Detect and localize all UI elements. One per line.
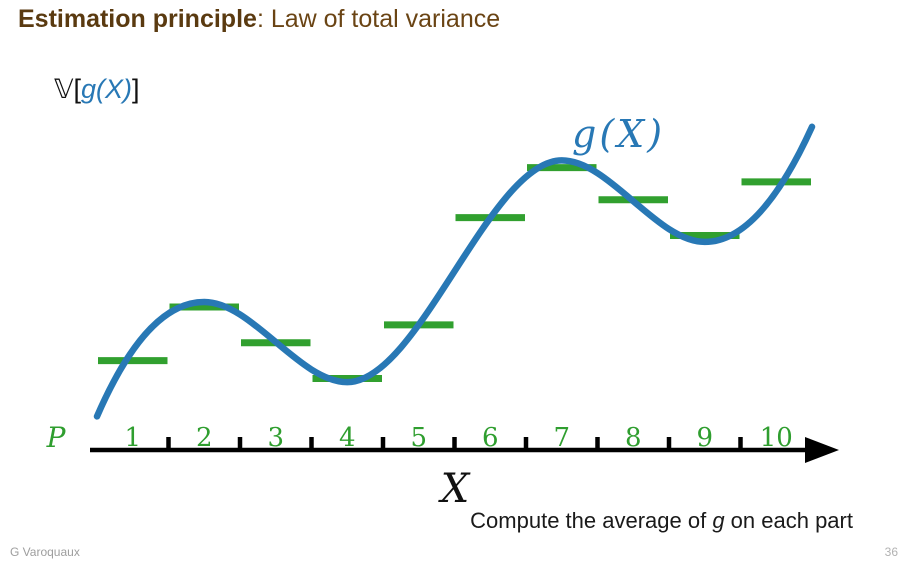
x-axis-tick-label: 3	[267, 423, 284, 453]
gx-curve	[93, 123, 816, 420]
title-rest: : Law of total variance	[256, 5, 501, 33]
footer-page-number: 36	[884, 545, 898, 559]
bracket-open-icon: [	[73, 74, 82, 104]
x-axis-ticks	[166, 437, 743, 449]
x-axis-label: X	[438, 466, 471, 512]
x-axis-tick-labels: 1 2 3 4 5 6 7 8 9 10	[124, 423, 792, 453]
x-axis-tick-label: 10	[760, 423, 793, 453]
formula-gx: g(X)	[81, 74, 133, 104]
partition-label: P	[46, 421, 67, 454]
variance-formula: 𝕍[g(X)]	[54, 74, 140, 105]
variance-operator: 𝕍	[54, 74, 74, 104]
footer-author: G Varoquaux	[10, 545, 80, 559]
x-axis-tick-label: 6	[482, 423, 499, 453]
curve-label: g(X)	[572, 112, 665, 156]
caption-g: g	[712, 508, 725, 533]
x-axis-arrowhead-icon	[805, 437, 839, 463]
x-axis-tick-label: 7	[553, 423, 570, 453]
x-axis-tick-label: 2	[196, 423, 213, 453]
x-axis-tick-label: 1	[124, 423, 141, 453]
title-emphasis: Estimation principle	[18, 5, 257, 33]
slide-title: Estimation principle: Law of total varia…	[18, 4, 500, 35]
caption: Compute the average of g on each part	[470, 508, 853, 534]
x-axis-tick-label: 8	[625, 423, 642, 453]
x-axis-tick-label: 4	[339, 423, 356, 453]
caption-post: on each part	[724, 508, 853, 533]
caption-pre: Compute the average of	[470, 508, 713, 533]
x-axis-tick-label: 5	[410, 423, 427, 453]
x-axis-tick-label: 9	[696, 423, 713, 453]
bracket-close-icon: ]	[132, 74, 140, 104]
